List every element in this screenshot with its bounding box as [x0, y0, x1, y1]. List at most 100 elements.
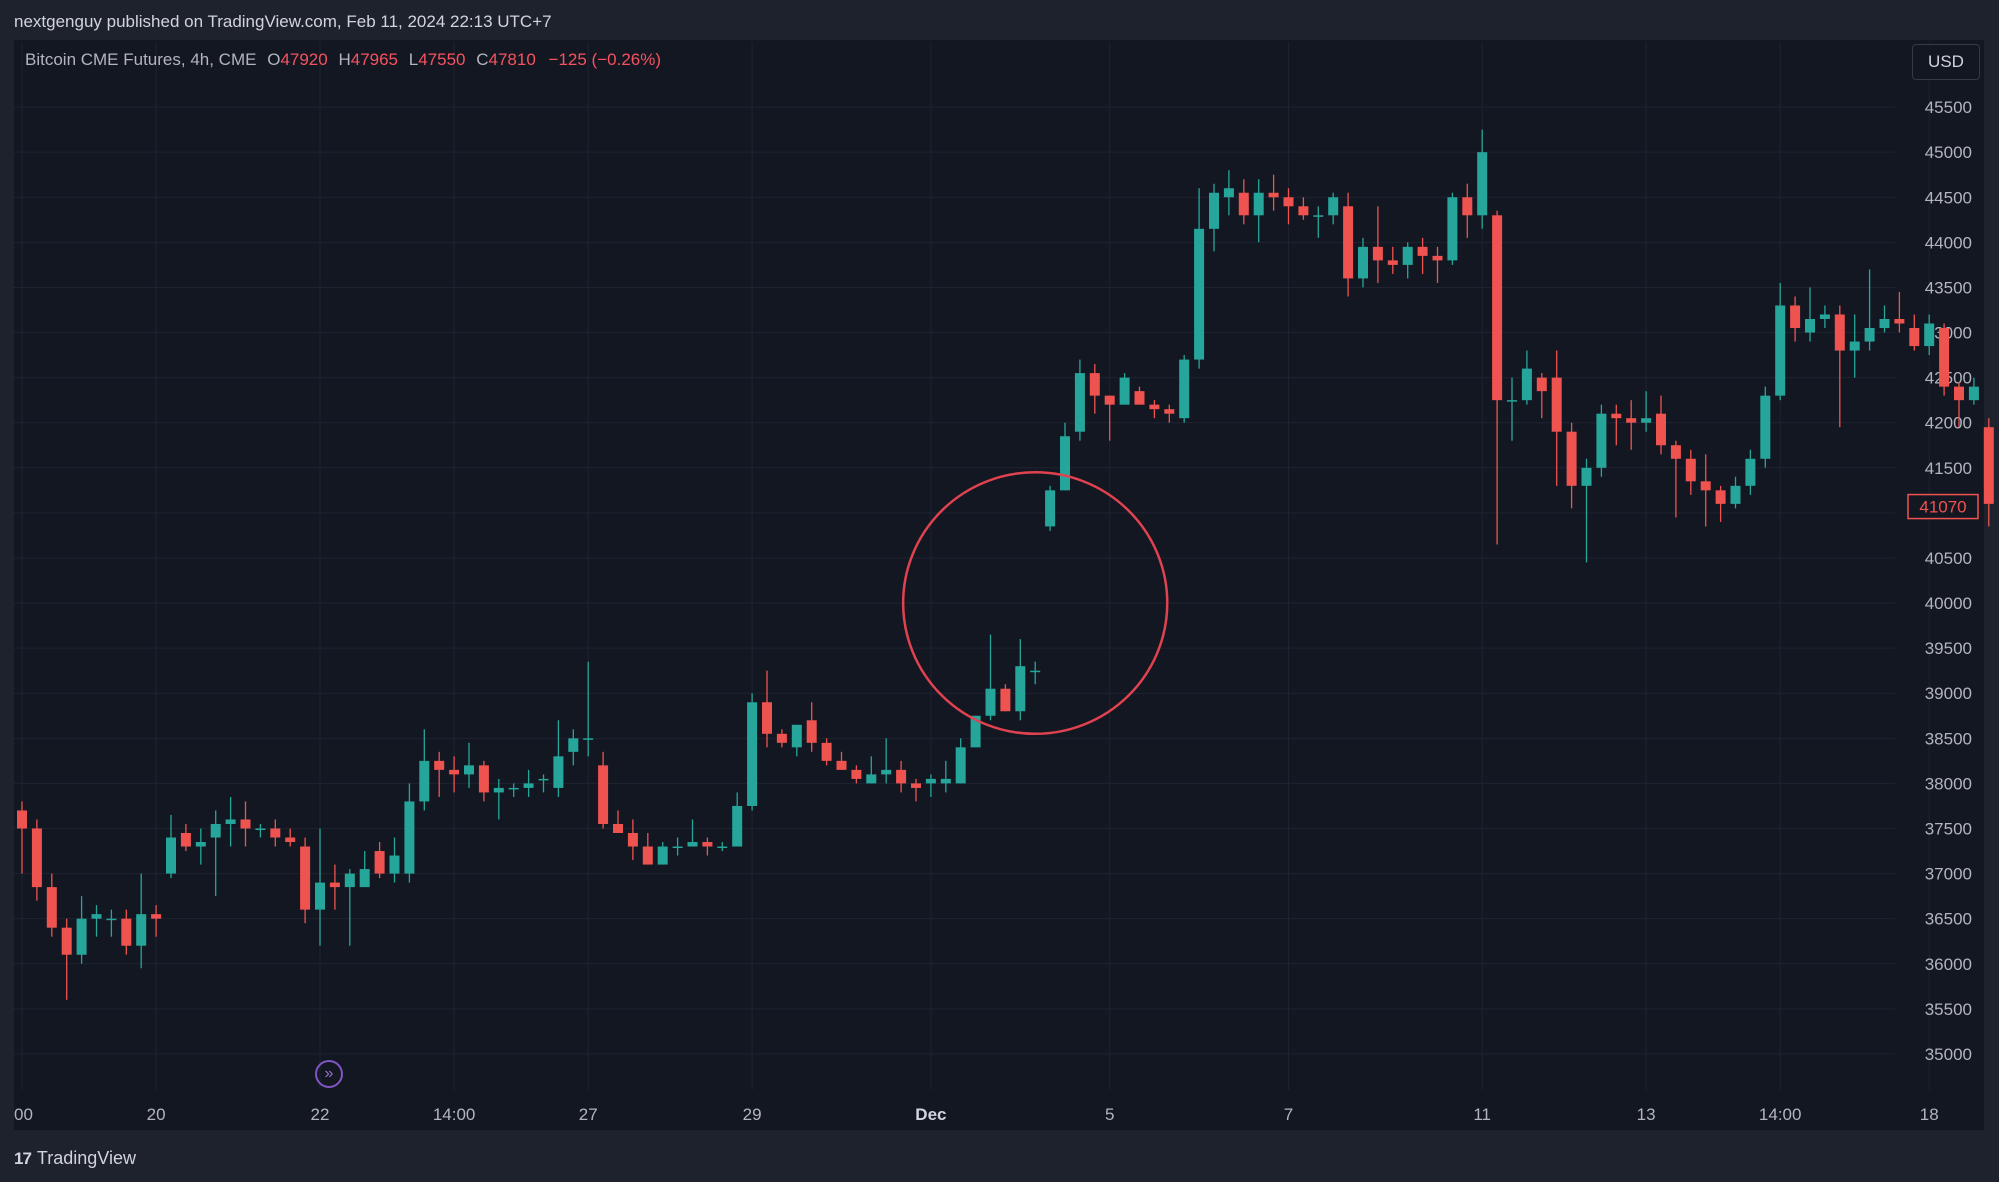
high-value: 47965 — [350, 50, 399, 69]
candle — [1641, 391, 1652, 432]
candle-body — [806, 720, 817, 743]
candle — [91, 905, 102, 937]
candle — [1000, 684, 1011, 712]
candle-body — [1507, 400, 1517, 402]
candle — [255, 823, 266, 838]
currency-button[interactable]: USD — [1912, 44, 1980, 80]
candle-body — [1372, 246, 1383, 261]
candle-body — [195, 842, 206, 847]
candle — [46, 873, 57, 937]
candle-body — [1864, 328, 1875, 342]
candle-body — [91, 914, 102, 919]
price-tick-label: 40000 — [1925, 594, 1972, 613]
price-tick-label: 41500 — [1925, 459, 1972, 478]
candle-body — [1194, 228, 1205, 360]
candle-body — [255, 828, 266, 830]
candle — [1358, 237, 1368, 288]
candle — [210, 810, 221, 897]
candle-body — [1477, 152, 1488, 216]
candle — [1328, 192, 1339, 225]
price-tick-label: 39500 — [1925, 639, 1972, 658]
candle — [1775, 282, 1786, 401]
candle — [732, 792, 743, 847]
chart-pane[interactable] — [14, 40, 1984, 1130]
candle — [1939, 323, 1950, 396]
candle — [1015, 639, 1026, 721]
candle-body — [449, 769, 460, 775]
candle-body — [821, 742, 832, 761]
candle-body — [61, 927, 72, 955]
candle — [1045, 485, 1056, 531]
candle — [136, 873, 147, 969]
scroll-to-realtime-icon[interactable]: » — [315, 1060, 343, 1088]
last-price-label: 41070 — [1919, 498, 1966, 517]
candle-body — [1983, 427, 1994, 504]
candle — [419, 729, 430, 811]
candle-body — [896, 769, 907, 784]
candle — [478, 760, 489, 802]
low-label: L — [408, 50, 419, 69]
candle — [166, 814, 176, 879]
candle — [464, 742, 474, 788]
candle-body — [523, 783, 534, 788]
candle-body — [627, 833, 638, 847]
time-tick-label: 18 — [1920, 1105, 1939, 1124]
time-tick-label: 14:00 — [433, 1105, 476, 1124]
candle-body — [1551, 377, 1562, 432]
candle-body — [1700, 481, 1711, 491]
candle — [1492, 210, 1503, 545]
candle — [1060, 422, 1070, 491]
candle-body — [1462, 197, 1473, 216]
candle-body — [1432, 255, 1443, 261]
candle — [300, 837, 311, 924]
candle-body — [1715, 490, 1726, 504]
candle — [866, 756, 877, 784]
candle-body — [1298, 206, 1309, 216]
price-tick-label: 45000 — [1925, 143, 1972, 162]
candle-body — [1790, 305, 1801, 329]
candle — [717, 842, 728, 852]
highlight-circle — [901, 471, 1169, 736]
candle — [508, 783, 519, 797]
candle — [449, 756, 460, 793]
price-axis[interactable]: 35000 35500 36000 36500 37000 37500 38000 38500… — [1925, 98, 1972, 1064]
candle — [1983, 418, 1994, 527]
candle — [359, 851, 370, 888]
candle-body — [389, 855, 400, 874]
candle — [642, 833, 653, 865]
candle-body — [180, 833, 191, 847]
candle — [1164, 404, 1175, 423]
candle-body — [1536, 377, 1547, 392]
candle — [1566, 422, 1577, 509]
candle-body — [1179, 359, 1190, 419]
candle — [1253, 179, 1264, 243]
candle-body — [166, 837, 176, 874]
candle-body — [1343, 206, 1354, 279]
candle — [195, 828, 206, 865]
candle-body — [881, 769, 892, 775]
candle — [1447, 192, 1458, 265]
candle-body — [315, 882, 325, 910]
candle-body — [613, 823, 623, 833]
candle — [434, 751, 445, 797]
candle-body — [1596, 413, 1607, 468]
candle — [1313, 206, 1324, 238]
candle-body — [210, 823, 221, 838]
candle — [1343, 192, 1354, 297]
candle — [1030, 661, 1041, 685]
candle-body — [1164, 409, 1175, 414]
tradingview-logo[interactable]: 17 TradingView — [14, 1148, 136, 1169]
candle-body — [747, 702, 758, 806]
candle-body — [836, 760, 847, 770]
candle-body — [17, 810, 27, 829]
last-price-box — [1907, 493, 1979, 520]
candle-body — [419, 760, 430, 802]
candle-body — [970, 715, 981, 748]
candle-body — [1313, 215, 1324, 217]
candle-body — [1626, 418, 1637, 423]
candle — [1685, 449, 1696, 495]
time-axis[interactable]: 00 20 22 14:00 27 29 Dec 5 7 11 13 14:00 18 — [14, 1105, 1939, 1124]
candle-body — [1730, 485, 1741, 504]
candle — [315, 828, 325, 946]
